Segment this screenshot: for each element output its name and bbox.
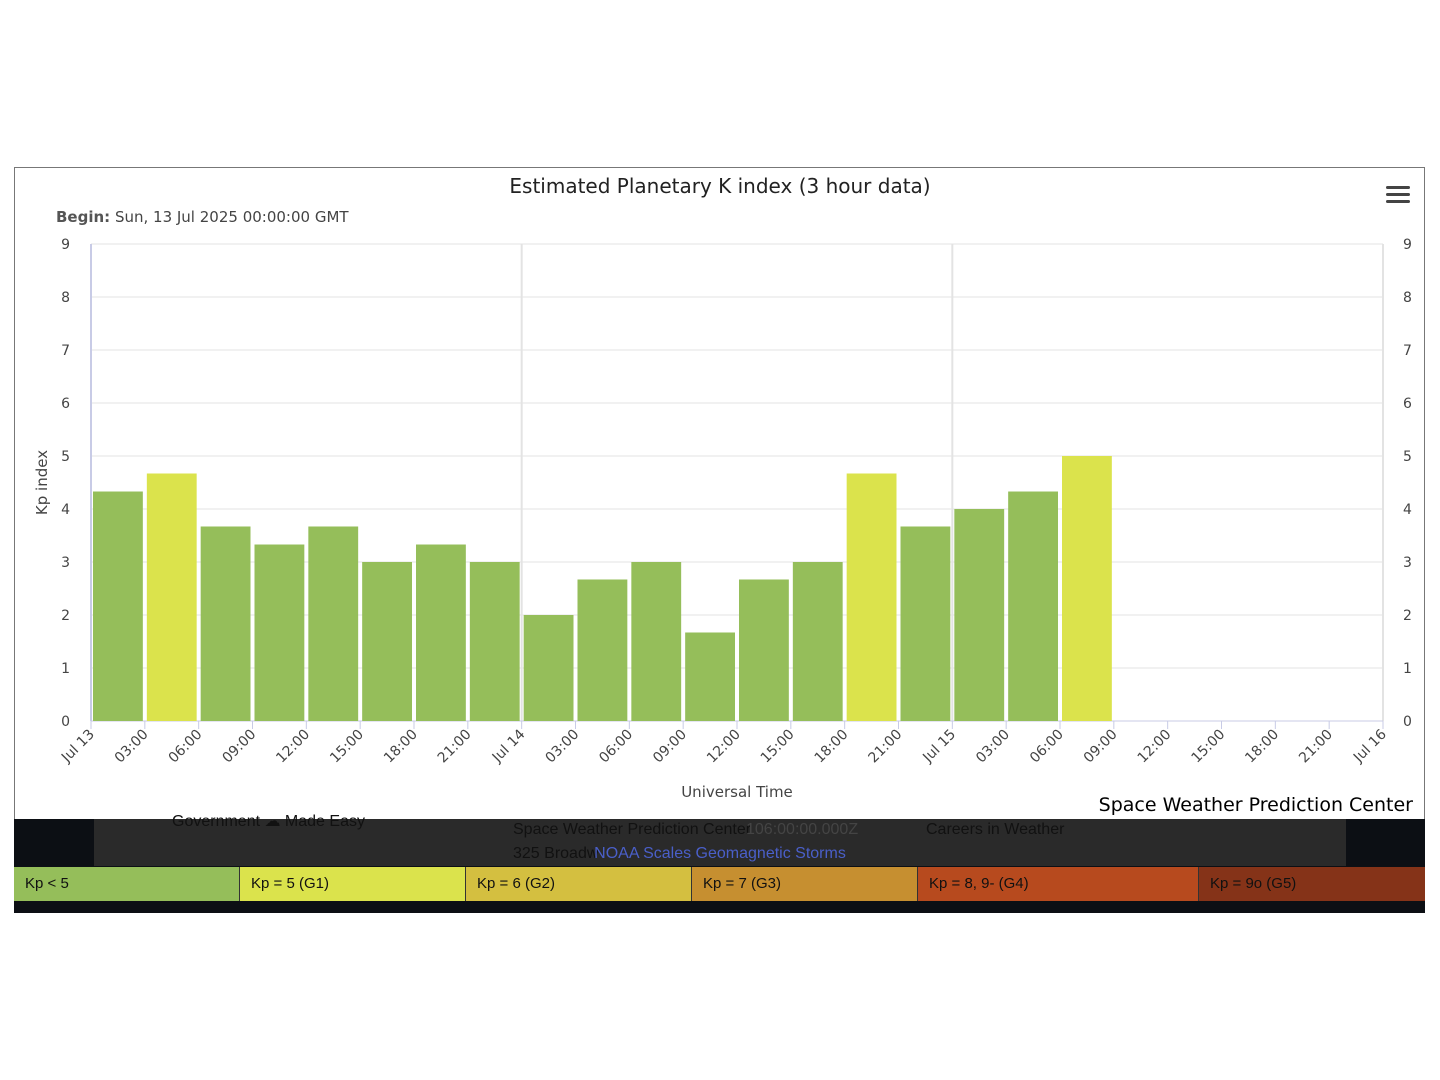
scale-cell-g2: Kp = 6 (G2) <box>466 867 692 901</box>
kp-bar <box>1062 456 1112 721</box>
kp-bar <box>146 473 197 721</box>
x-axis-title: Universal Time <box>681 783 793 801</box>
x-tick-label: 15:00 <box>1188 727 1228 767</box>
y-tick-label-left: 2 <box>61 608 70 624</box>
kp-bar <box>1008 491 1058 721</box>
y-tick-label-left: 9 <box>61 237 70 253</box>
y-tick-label-left: 5 <box>61 449 70 465</box>
kp-bar <box>631 562 682 721</box>
x-tick-label: 15:00 <box>327 727 367 767</box>
footer-ghost-right: Careers in Weather <box>926 821 1065 838</box>
x-tick-label: 18:00 <box>812 727 852 767</box>
y-tick-label-right: 5 <box>1403 449 1412 465</box>
y-tick-label-right: 9 <box>1403 237 1412 253</box>
hamburger-menu-icon[interactable] <box>1386 186 1410 206</box>
x-tick-label: 12:00 <box>273 727 313 767</box>
y-tick-label-left: 4 <box>61 502 70 518</box>
x-tick-label: 03:00 <box>542 727 582 767</box>
x-tick-label: 06:00 <box>596 727 636 767</box>
x-tick-label: Jul 16 <box>1350 726 1390 766</box>
scale-cell-g1: Kp = 5 (G1) <box>240 867 466 901</box>
kp-scale-legend: Kp < 5 Kp = 5 (G1) Kp = 6 (G2) Kp = 7 (G… <box>14 867 1425 901</box>
kp-bar <box>685 632 735 721</box>
y-tick-label-right: 6 <box>1403 396 1412 412</box>
noaa-scales-link[interactable]: NOAA Scales Geomagnetic Storms <box>594 845 846 862</box>
y-tick-label-right: 8 <box>1403 290 1412 306</box>
kp-bar <box>846 473 897 721</box>
y-tick-label-right: 1 <box>1403 661 1412 677</box>
scale-cell-g5: Kp = 9o (G5) <box>1199 867 1425 901</box>
footer-panel <box>94 819 1346 866</box>
x-tick-label: 21:00 <box>1296 727 1336 767</box>
begin-date: Sun, 13 Jul 2025 00:00:00 GMT <box>114 208 349 226</box>
footer-ghost-center1: Space Weather Prediction Center <box>513 821 752 838</box>
x-tick-label: 18:00 <box>381 727 421 767</box>
chart-title: Estimated Planetary K index (3 hour data… <box>509 174 931 198</box>
kp-bar <box>416 544 466 721</box>
y-axis-title: Kp index <box>33 450 51 515</box>
x-tick-label: Jul 15 <box>919 727 959 767</box>
x-tick-label: Jul 13 <box>58 727 98 767</box>
footer-ghost-center2: 325 Broadw <box>513 845 599 862</box>
y-tick-label-left: 6 <box>61 396 70 412</box>
scale-cell-g3: Kp = 7 (G3) <box>692 867 918 901</box>
x-tick-label: 06:00 <box>1027 727 1067 767</box>
x-tick-label: Jul 14 <box>489 726 529 766</box>
kp-bar <box>362 562 412 721</box>
y-tick-label-left: 1 <box>61 661 70 677</box>
y-tick-label-left: 0 <box>61 714 70 730</box>
x-tick-label: 09:00 <box>219 727 259 767</box>
kp-bar <box>254 544 305 721</box>
credit-text: Space Weather Prediction Center <box>1098 794 1413 816</box>
x-tick-label: 12:00 <box>704 727 744 767</box>
x-tick-label: 03:00 <box>112 727 152 767</box>
kp-bar <box>308 526 359 721</box>
kp-bar <box>469 562 520 721</box>
y-tick-label-right: 7 <box>1403 343 1412 359</box>
footer-ghost-overlay: 106:00:00.000Z <box>746 821 859 838</box>
x-tick-label: 06:00 <box>166 727 206 767</box>
kp-bar-chart: 0 0 1 1 2 2 3 3 4 4 5 5 6 6 7 7 8 8 9 9 Jul 13 03:00 06:00 09:0… <box>33 237 1412 801</box>
kp-bar <box>577 579 628 721</box>
kp-bar <box>200 526 251 721</box>
x-tick-label: 18:00 <box>1242 727 1282 767</box>
x-tick-label: 09:00 <box>1081 727 1121 767</box>
kp-bar <box>93 491 143 721</box>
x-tick-label: 12:00 <box>1135 727 1175 767</box>
chart-subtitle: Begin: Sun, 13 Jul 2025 00:00:00 GMT <box>56 208 349 226</box>
kp-bar <box>739 579 789 721</box>
footer-ghost-left: Government ☁ Made Easy <box>172 813 365 830</box>
y-tick-label-right: 3 <box>1403 555 1412 571</box>
begin-label: Begin: <box>56 208 111 226</box>
kp-bar <box>792 562 843 721</box>
x-tick-label: 21:00 <box>865 727 905 767</box>
y-tick-label-left: 8 <box>61 290 70 306</box>
scale-cell-g4: Kp = 8, 9- (G4) <box>918 867 1199 901</box>
y-tick-label-right: 4 <box>1403 502 1412 518</box>
x-tick-label: 21:00 <box>435 727 475 767</box>
x-tick-label: 03:00 <box>973 727 1013 767</box>
y-tick-label-right: 2 <box>1403 608 1412 624</box>
scale-cell-kp-lt-5: Kp < 5 <box>14 867 240 901</box>
kp-bar <box>954 509 1005 721</box>
kp-bar <box>900 526 951 721</box>
x-tick-label: 09:00 <box>650 727 690 767</box>
y-tick-label-right: 0 <box>1403 714 1412 730</box>
y-tick-label-left: 7 <box>61 343 70 359</box>
kp-bar <box>523 615 574 721</box>
y-tick-label-left: 3 <box>61 555 70 571</box>
x-tick-label: 15:00 <box>758 727 798 767</box>
